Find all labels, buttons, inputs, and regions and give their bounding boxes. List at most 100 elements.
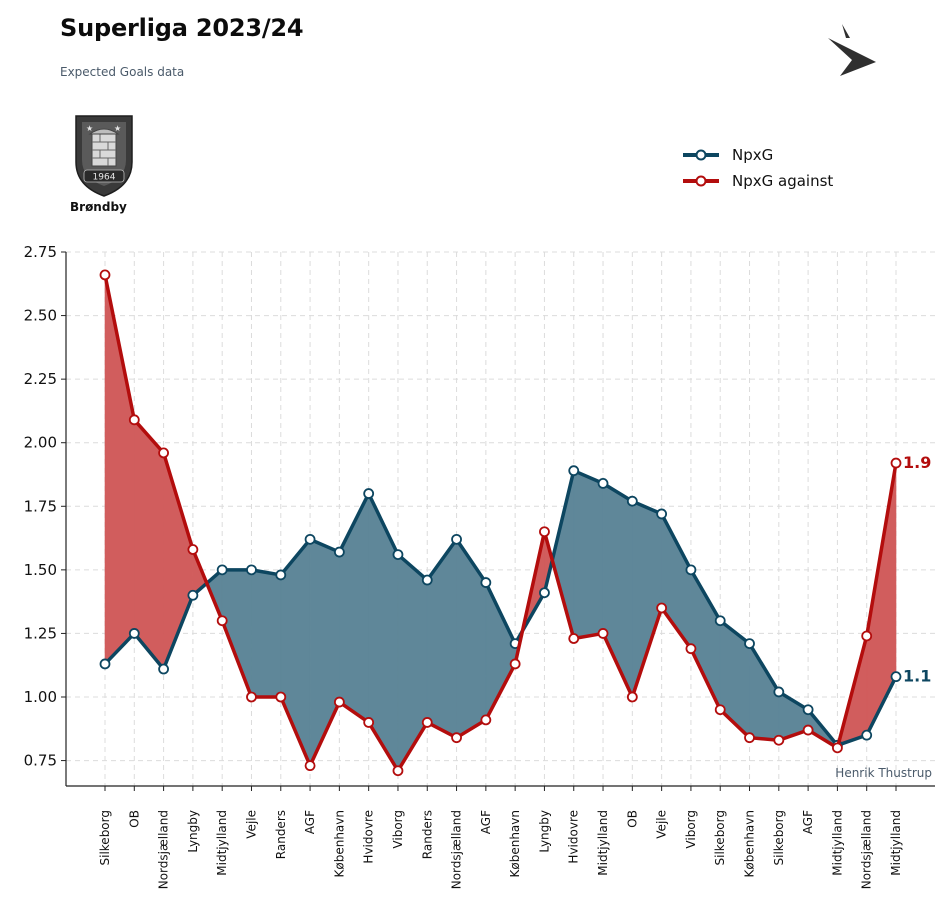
data-point-npxg-against bbox=[890, 457, 902, 469]
x-tick-label: København bbox=[743, 810, 757, 877]
x-tick-label: Midtjylland bbox=[215, 810, 229, 876]
data-point-npxg bbox=[744, 638, 755, 649]
x-tick-label: AGF bbox=[801, 810, 815, 834]
x-tick-label: Viborg bbox=[391, 810, 405, 849]
data-point-npxg-against bbox=[714, 704, 726, 716]
data-point-npxg-against bbox=[128, 414, 140, 426]
y-tick-label: 1.75 bbox=[24, 497, 57, 515]
data-point-npxg-against bbox=[275, 691, 287, 703]
fill-segment bbox=[397, 553, 428, 772]
x-tick-label: AGF bbox=[479, 810, 493, 834]
data-point-npxg-against bbox=[773, 734, 785, 746]
data-point-npxg-against bbox=[626, 691, 638, 703]
fill-segment bbox=[551, 470, 575, 639]
y-tick-label: 1.00 bbox=[24, 688, 57, 706]
data-point-npxg bbox=[597, 477, 609, 489]
data-point-npxg bbox=[890, 671, 902, 683]
fill-segment bbox=[866, 463, 897, 736]
data-point-npxg bbox=[802, 704, 814, 716]
data-point-npxg-against bbox=[363, 717, 375, 728]
fill-segment bbox=[339, 493, 369, 724]
series-line-npxg bbox=[103, 468, 898, 748]
x-tick-label: Vejle bbox=[244, 810, 258, 839]
data-point-npxg bbox=[773, 686, 785, 698]
data-point-npxg-against bbox=[421, 717, 433, 728]
legend-swatch-npxg bbox=[683, 149, 719, 161]
data-point-npxg bbox=[187, 589, 199, 601]
data-point-npxg bbox=[626, 495, 638, 507]
x-tick-label: AGF bbox=[303, 810, 317, 834]
end-value-label-npxg-against: 1.9 bbox=[903, 453, 931, 472]
chart-title: Superliga 2023/24 bbox=[60, 14, 304, 42]
data-point-npxg-against bbox=[480, 714, 492, 726]
x-tick-label: København bbox=[332, 810, 346, 877]
fill-segment bbox=[426, 538, 457, 739]
crest-year: 1964 bbox=[93, 173, 116, 183]
y-tick-label: 1.50 bbox=[24, 561, 57, 579]
data-point-npxg-against bbox=[597, 628, 609, 639]
x-tick-label: Vejle bbox=[655, 810, 669, 839]
x-tick-label: Midtjylland bbox=[830, 810, 844, 876]
data-point-npxg-against bbox=[539, 526, 550, 538]
data-point-npxg bbox=[685, 564, 697, 576]
data-point-npxg-against bbox=[99, 269, 111, 281]
team-name: Brøndby bbox=[70, 200, 127, 214]
x-tick-label: Randers bbox=[420, 810, 434, 859]
x-tick-label: Silkeborg bbox=[772, 810, 786, 866]
y-tick-label: 2.00 bbox=[24, 434, 57, 452]
team-crest-icon: ★ ★ 1964 bbox=[75, 115, 133, 197]
data-point-npxg-against bbox=[802, 724, 814, 736]
fill-segment bbox=[104, 274, 135, 665]
data-point-npxg-against bbox=[304, 760, 316, 772]
x-tick-label: Hvidovre bbox=[362, 810, 376, 864]
x-tick-label: Viborg bbox=[684, 810, 698, 849]
brand-logo-icon bbox=[828, 24, 876, 76]
data-point-npxg bbox=[480, 577, 492, 588]
x-tick-label: Hvidovre bbox=[567, 810, 581, 864]
x-tick-label: Silkeborg bbox=[713, 810, 727, 866]
data-point-npxg-against bbox=[158, 447, 169, 459]
data-point-npxg-against bbox=[509, 658, 521, 670]
fill-segment bbox=[485, 582, 516, 721]
data-point-npxg bbox=[421, 574, 433, 586]
data-point-npxg-against bbox=[451, 732, 462, 744]
data-point-npxg bbox=[451, 533, 462, 545]
data-point-npxg bbox=[392, 549, 404, 560]
data-point-npxg-against bbox=[656, 602, 668, 614]
data-point-npxg-against bbox=[744, 732, 755, 744]
data-point-npxg bbox=[333, 546, 345, 558]
y-tick-label: 2.25 bbox=[24, 370, 57, 388]
x-tick-label: Silkeborg bbox=[98, 810, 112, 866]
end-value-label-npxg: 1.1 bbox=[903, 667, 931, 686]
legend-label-npxg: NpxG bbox=[732, 146, 774, 164]
x-tick-label: Midtjylland bbox=[889, 810, 903, 876]
svg-text:★: ★ bbox=[114, 124, 121, 133]
data-point-npxg-against bbox=[216, 615, 228, 627]
x-tick-label: Lyngby bbox=[186, 810, 200, 853]
fill-segment bbox=[251, 569, 282, 698]
data-point-npxg bbox=[568, 465, 580, 477]
y-tick-label: 2.50 bbox=[24, 307, 57, 325]
data-point-npxg bbox=[304, 533, 316, 545]
data-point-npxg bbox=[363, 488, 375, 499]
data-point-npxg-against bbox=[187, 544, 199, 555]
data-point-npxg-against bbox=[392, 765, 404, 777]
fill-segment bbox=[456, 538, 487, 739]
data-point-npxg-against bbox=[568, 633, 580, 644]
x-tick-label: Nordsjælland bbox=[450, 810, 464, 889]
legend-label-npxg-against: NpxG against bbox=[732, 172, 834, 190]
data-point-npxg bbox=[216, 564, 228, 576]
data-point-npxg-against bbox=[832, 742, 843, 754]
fill-segment bbox=[573, 470, 604, 639]
data-point-npxg bbox=[128, 628, 140, 639]
chart-legend: NpxG NpxG against bbox=[682, 142, 833, 194]
data-point-npxg-against bbox=[685, 643, 697, 655]
x-tick-label: Randers bbox=[274, 810, 288, 859]
data-point-npxg bbox=[158, 663, 169, 675]
data-point-npxg bbox=[99, 658, 111, 670]
data-point-npxg-against bbox=[333, 696, 345, 708]
x-tick-label: København bbox=[508, 810, 522, 877]
legend-swatch-npxg-against bbox=[683, 175, 719, 187]
x-tick-label: Nordsjælland bbox=[860, 810, 874, 889]
